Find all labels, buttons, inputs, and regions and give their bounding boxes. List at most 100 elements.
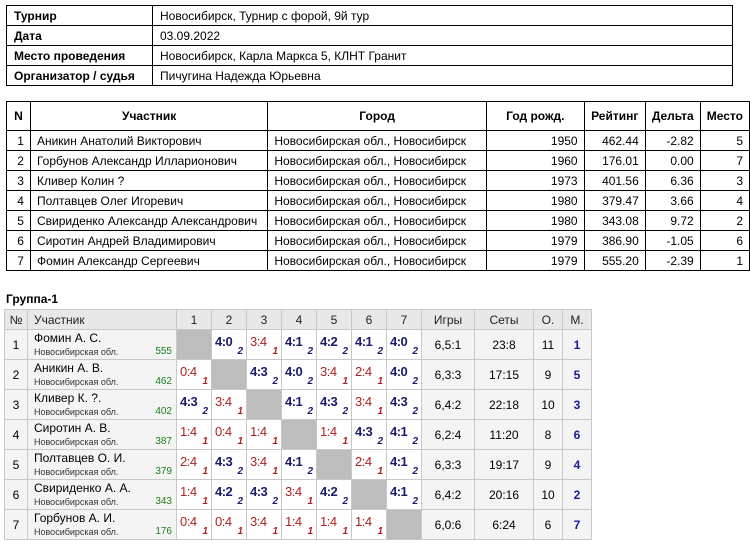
match-points: 1	[237, 406, 243, 417]
group-player-region: Новосибирская обл.	[34, 377, 119, 387]
match-points: 1	[377, 526, 383, 537]
match-score: 4:1	[285, 454, 303, 469]
match-score: 1:4	[180, 424, 197, 439]
participant-name: Свириденко Александр Александрович	[29, 210, 269, 231]
group-player-name: Фомин А. С.	[34, 331, 102, 345]
group-diagonal-cell	[281, 419, 317, 450]
group-player-name: Аникин А. В.	[34, 361, 104, 375]
group-result-cell: 4:1 2	[386, 479, 422, 510]
participant-row: 1 Аникин Анатолий Викторович Новосибирская…	[6, 130, 750, 151]
match-score: 4:2	[320, 334, 338, 349]
match-points: 1	[377, 406, 383, 417]
group-games: 6,3:3	[421, 359, 475, 390]
participant-year: 1960	[485, 150, 585, 171]
group-col-opponent-3: 3	[246, 309, 282, 330]
match-points: 2	[412, 466, 418, 477]
participant-n: 2	[6, 150, 31, 171]
match-points: 1	[237, 526, 243, 537]
participant-rating: 343.08	[583, 210, 646, 231]
group-col-name: Участник	[27, 309, 177, 330]
participant-delta: -2.82	[644, 130, 701, 151]
group-header-row: № Участник 1 2 3 4 5 6 7 Игры Сеты О. М.	[4, 309, 592, 330]
match-score: 0:4	[215, 424, 232, 439]
match-points: 1	[342, 376, 348, 387]
participant-place: 1	[699, 250, 750, 271]
group-games: 6,0:6	[421, 509, 475, 540]
group-points: 6	[533, 509, 563, 540]
group-col-place: М.	[562, 309, 592, 330]
match-score: 3:4	[285, 484, 302, 499]
info-key: Турнир	[6, 5, 153, 26]
participant-name: Горбунов Александр Илларионович	[29, 150, 269, 171]
group-player-name: Свириденко А. А.	[34, 481, 131, 495]
match-points: 1	[342, 526, 348, 537]
match-score: 3:4	[355, 394, 372, 409]
match-points: 2	[307, 346, 313, 357]
match-score: 2:4	[355, 364, 372, 379]
group-result-cell: 1:4 1	[176, 419, 212, 450]
match-score: 2:4	[355, 454, 372, 469]
group-result-cell: 1:4 1	[351, 509, 387, 540]
match-points: 2	[237, 346, 243, 357]
group-result-cell: 4:3 2	[176, 389, 212, 420]
participant-delta: -2.39	[644, 250, 701, 271]
group-result-cell: 4:1 2	[351, 329, 387, 360]
group-result-cell: 4:3 2	[351, 419, 387, 450]
match-score: 1:4	[320, 424, 337, 439]
group-col-opponent-2: 2	[211, 309, 247, 330]
group-place: 5	[562, 359, 592, 390]
participant-delta: 3.66	[644, 190, 701, 211]
info-row: Место проведения Новосибирск, Карла Маркс…	[6, 45, 733, 66]
participant-n: 6	[6, 230, 31, 251]
match-score: 4:1	[285, 394, 303, 409]
match-points: 1	[307, 526, 313, 537]
match-points: 1	[377, 466, 383, 477]
match-points: 1	[272, 346, 278, 357]
match-points: 1	[342, 436, 348, 447]
participant-name: Кливер Колин ?	[29, 170, 269, 191]
group-col-opponent-1: 1	[176, 309, 212, 330]
group-player-rating: 402	[155, 406, 172, 417]
participant-year: 1980	[485, 210, 585, 231]
group-result-cell: 4:2 2	[316, 329, 352, 360]
participant-year: 1979	[485, 250, 585, 271]
group-player-rating: 387	[155, 436, 172, 447]
match-points: 2	[272, 496, 278, 507]
group-diagonal-cell	[176, 329, 212, 360]
participant-place: 7	[699, 150, 750, 171]
participant-rating: 386.90	[583, 230, 646, 251]
group-player-name: Кливер К. ?.	[34, 391, 102, 405]
match-score: 4:2	[320, 484, 338, 499]
participant-delta: 0.00	[644, 150, 701, 171]
match-points: 2	[307, 466, 313, 477]
match-points: 1	[202, 376, 208, 387]
group-sets: 6:24	[474, 509, 534, 540]
match-points: 1	[202, 466, 208, 477]
group-player-region: Новосибирская обл.	[34, 467, 119, 477]
group-result-cell: 4:0 2	[281, 359, 317, 390]
group-result-cell: 0:4 1	[211, 509, 247, 540]
participant-year: 1979	[485, 230, 585, 251]
group-result-cell: 3:4 1	[316, 359, 352, 390]
participant-n: 5	[6, 210, 31, 231]
match-score: 4:3	[250, 484, 268, 499]
info-value: Пичугина Надежда Юрьевна	[152, 65, 733, 86]
group-player-region: Новосибирская обл.	[34, 437, 119, 447]
match-points: 2	[307, 376, 313, 387]
group-result-cell: 4:3 2	[246, 479, 282, 510]
group-result-cell: 4:2 2	[316, 479, 352, 510]
participant-n: 4	[6, 190, 31, 211]
group-player-cell: Сиротин А. В. Новосибирская обл. 387	[27, 419, 177, 450]
participant-name: Сиротин Андрей Владимирович	[29, 230, 269, 251]
group-place: 6	[562, 419, 592, 450]
match-score: 4:0	[285, 364, 303, 379]
participant-row: 2 Горбунов Александр Илларионович Новосиби…	[6, 150, 750, 171]
match-points: 1	[202, 496, 208, 507]
participant-delta: -1.05	[644, 230, 701, 251]
participant-place: 3	[699, 170, 750, 191]
participant-rating: 555.20	[583, 250, 646, 271]
participant-year: 1973	[485, 170, 585, 191]
match-points: 2	[412, 346, 418, 357]
group-result-cell: 4:1 2	[281, 329, 317, 360]
participant-row: 6 Сиротин Андрей Владимирович Новосибирска…	[6, 230, 750, 251]
